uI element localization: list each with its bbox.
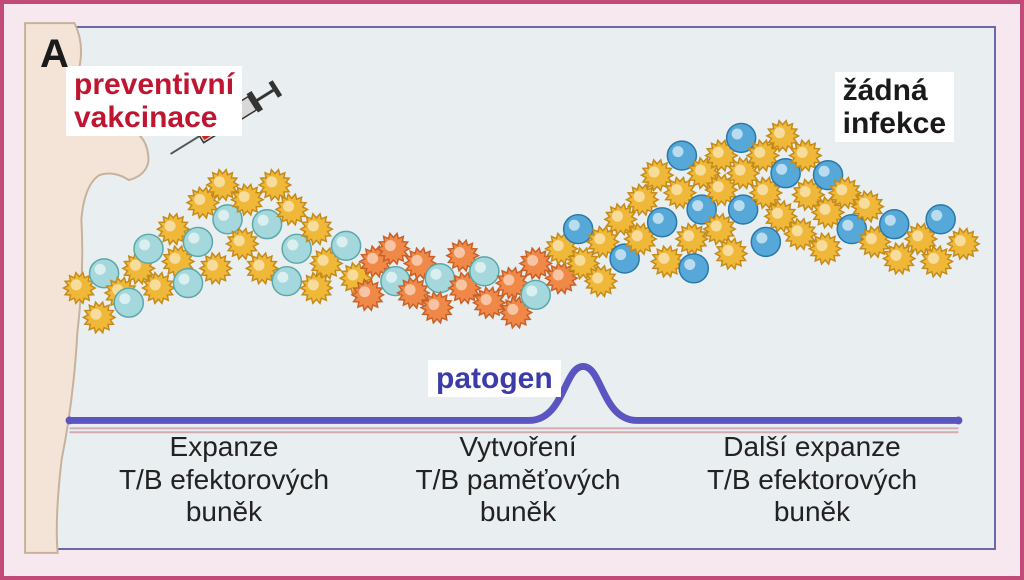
cells-cluster [64,121,980,333]
no-infection-label: žádná infekce [835,72,954,142]
immune-cell [470,257,499,286]
immune-cell [183,227,212,256]
immune-cell [679,254,708,283]
panel-letter: A [40,32,69,77]
immune-cell [83,302,115,333]
immune-cell [301,273,333,304]
pathogen-label: patogen [428,360,561,397]
immune-cell [114,288,143,317]
immune-cell [520,248,552,279]
immune-cell [259,170,291,201]
phase-1-label: Expanze T/B efektorových buněk [74,431,374,528]
immune-cell [651,246,683,277]
immune-cell [751,227,780,256]
immune-cell [837,215,866,244]
immune-cell [926,205,955,234]
vaccine-label: preventivní vakcinace [66,66,242,136]
immune-cell [253,210,282,239]
immune-cell [676,224,708,255]
immune-cell [272,267,301,296]
phase-3-label: Další expanze T/B efektorových buněk [662,431,962,528]
immune-cell [648,208,677,237]
immune-cell [948,229,980,260]
immune-cell [809,233,841,264]
phase-2-label: Vytvoření T/B paměťových buněk [368,431,668,528]
figure-panel: A preventivní vakcinace žádná infekce pa… [0,0,1024,580]
immune-cell [715,238,747,269]
immune-cell [880,210,909,239]
figure-inner: A preventivní vakcinace žádná infekce pa… [28,26,996,550]
immune-cell [564,215,593,244]
immune-cell [134,234,163,263]
immune-cell [521,280,550,309]
immune-cell [173,269,202,298]
immune-cell [332,231,361,260]
immune-cell [200,253,232,284]
